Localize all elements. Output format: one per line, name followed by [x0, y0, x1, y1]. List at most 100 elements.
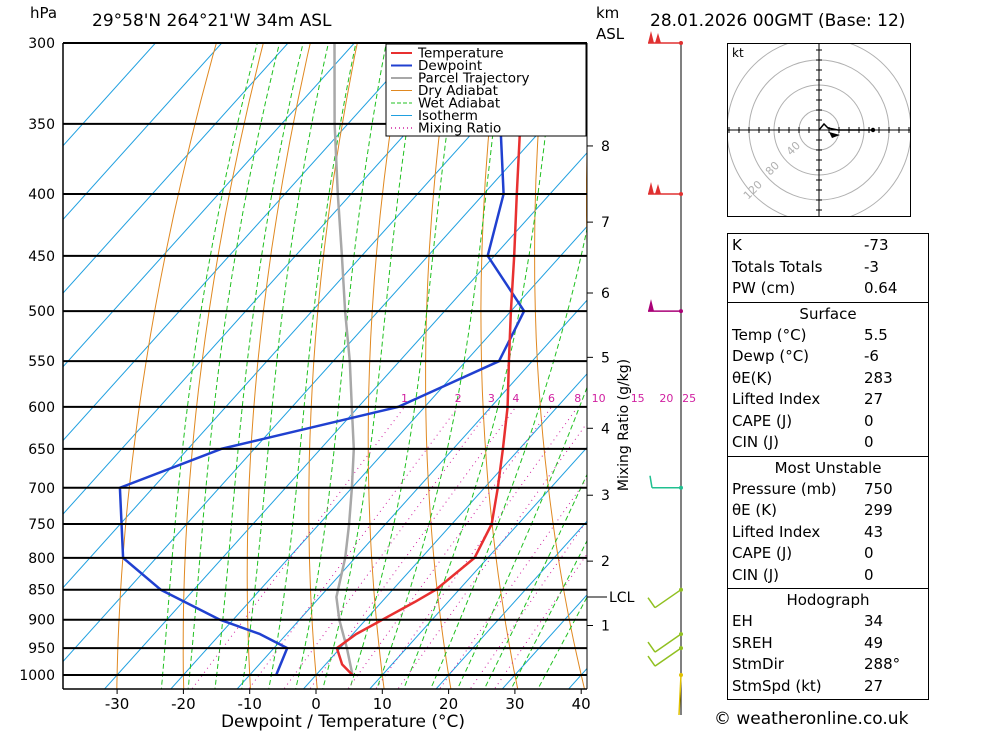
row-sreh: SREH 49	[728, 633, 928, 655]
row-pw: PW (cm) 0.64	[728, 278, 928, 300]
row-sfc-dewp: Dewp (°C) -6	[728, 346, 928, 368]
pressure-tick-label: 850	[28, 583, 55, 599]
value-sfc-dewp: -6	[864, 347, 879, 365]
wind-barb-flag	[647, 655, 656, 667]
dry-adiabat-line	[116, 43, 217, 689]
wet-adiabat-line	[403, 43, 557, 689]
wind-barb-shaft	[654, 589, 682, 609]
wind-barb-pennant	[655, 33, 661, 43]
mixing-ratio-label: 6	[548, 392, 555, 405]
dry-adiabat-line	[182, 43, 264, 689]
pressure-tick-label: 900	[28, 613, 55, 629]
mixing-ratio-label: 2	[455, 392, 462, 405]
parcel-trajectory-line	[333, 43, 356, 676]
pressure-tick-label: 750	[28, 517, 55, 533]
km-tick-label: 6	[601, 286, 610, 302]
label-eh: EH	[732, 612, 753, 630]
pressure-tick-label: 650	[28, 442, 55, 458]
dewpoint-line	[118, 43, 526, 676]
hodograph-plot: 40 80 120	[726, 37, 912, 223]
label-sfc-temp: Temp (°C)	[732, 325, 807, 344]
mixing-ratio-label: 1	[401, 392, 408, 405]
lcl-label: LCL	[609, 590, 635, 606]
hpa-label: hPa	[30, 4, 58, 22]
mixing-ratio-label: 15	[631, 392, 645, 405]
mixing-ratio-label: 4	[512, 392, 519, 405]
hodo-ring-label-120: 120	[741, 178, 765, 202]
copyright-link[interactable]: © weatheronline.co.uk	[714, 709, 909, 729]
temp-tick-label: 30	[505, 695, 524, 713]
isotherm-line	[302, 373, 587, 689]
row-eh: EH 34	[728, 611, 928, 633]
mixing-ratio-label: 25	[682, 392, 696, 405]
row-stmdir: StmDir 288°	[728, 654, 928, 676]
value-k: -73	[864, 236, 889, 254]
row-totals: Totals Totals -3	[728, 257, 928, 279]
km-tick-label: 5	[601, 350, 610, 366]
label-stmspd: StmSpd (kt)	[732, 676, 822, 695]
km-label: km	[596, 4, 620, 22]
mixing-ratio-label: 3	[488, 392, 495, 405]
pressure-tick-label: 700	[28, 481, 55, 497]
mixing-ratio-label: 8	[574, 392, 581, 405]
value-mu-cape: 0	[864, 544, 874, 562]
label-sfc-li: Lifted Index	[732, 390, 821, 408]
row-mu-li: Lifted Index 43	[728, 522, 928, 544]
value-sreh: 49	[864, 633, 884, 652]
pressure-tick-label: 800	[28, 551, 55, 567]
label-k: K	[732, 236, 742, 254]
value-mu-cin: 0	[864, 565, 874, 584]
isotherm-line	[369, 446, 587, 689]
wind-barb-flag	[649, 475, 653, 488]
mixing-ratio-line	[309, 406, 517, 689]
dry-adiabat-line	[367, 43, 405, 689]
wind-barb	[647, 646, 683, 667]
value-sfc-li: 27	[864, 390, 884, 408]
isotherm-line	[63, 43, 289, 294]
isotherm-line	[63, 43, 157, 147]
hodograph-panel: kt 40 80 120	[726, 37, 912, 223]
km-tick-label: 1	[601, 618, 610, 634]
pressure-tick-label: 300	[28, 36, 55, 52]
hodograph-unit: kt	[732, 46, 744, 60]
value-sfc-cape: 0	[864, 411, 874, 430]
wind-barb-shaft	[654, 647, 682, 667]
indices-table: K -73 Totals Totals -3 PW (cm) 0.64 Surface…	[727, 233, 929, 700]
mixing-ratio-line	[469, 519, 587, 689]
wind-barb	[647, 587, 683, 609]
basic-indices: K -73 Totals Totals -3 PW (cm) 0.64	[728, 234, 928, 303]
temp-tick-label: 10	[373, 695, 392, 713]
legend-label: Dry Adiabat	[418, 83, 498, 99]
pressure-tick-label: 400	[28, 187, 55, 203]
label-mu-pressure: Pressure (mb)	[732, 479, 837, 498]
pressure-tick-label: 1000	[19, 668, 55, 684]
km-tick-label: 8	[601, 139, 610, 155]
temp-tick-label: -20	[171, 695, 196, 713]
wet-adiabat-line	[295, 43, 387, 689]
row-mu-thetae: θE (K) 299	[728, 500, 928, 522]
legend-label: Dewpoint	[418, 58, 482, 74]
isotherm-line	[63, 43, 356, 368]
hodo-end-point	[870, 127, 876, 133]
hodograph-block: Hodograph EH 34 SREH 49 StmDir 288° StmSpd …	[728, 589, 928, 699]
label-sfc-cape: CAPE (J)	[732, 411, 793, 430]
value-sfc-cin: 0	[864, 433, 874, 451]
mixing-ratio-label: 20	[659, 392, 673, 405]
temp-tick-label: -30	[105, 695, 130, 713]
row-sfc-cin: CIN (J) 0	[728, 432, 928, 454]
wind-barb-pennant	[648, 299, 654, 312]
pressure-tick-label: 450	[28, 249, 55, 265]
isotherm-line	[170, 225, 587, 689]
row-sfc-thetae: θE(K) 283	[728, 368, 928, 390]
wind-barb-flag	[647, 641, 656, 653]
pressure-tick-label: 500	[28, 304, 55, 320]
isotherm-line	[103, 152, 587, 689]
label-mu-cape: CAPE (J)	[732, 544, 793, 562]
label-mu-li: Lifted Index	[732, 522, 821, 541]
row-sfc-li: Lifted Index 27	[728, 389, 928, 411]
value-pw: 0.64	[864, 279, 898, 297]
mixing-ratio-axis-label: Mixing Ratio (g/kg)	[616, 359, 632, 491]
label-mu-cin: CIN (J)	[732, 565, 780, 584]
row-k: K -73	[728, 235, 928, 257]
value-stmspd: 27	[864, 676, 884, 695]
